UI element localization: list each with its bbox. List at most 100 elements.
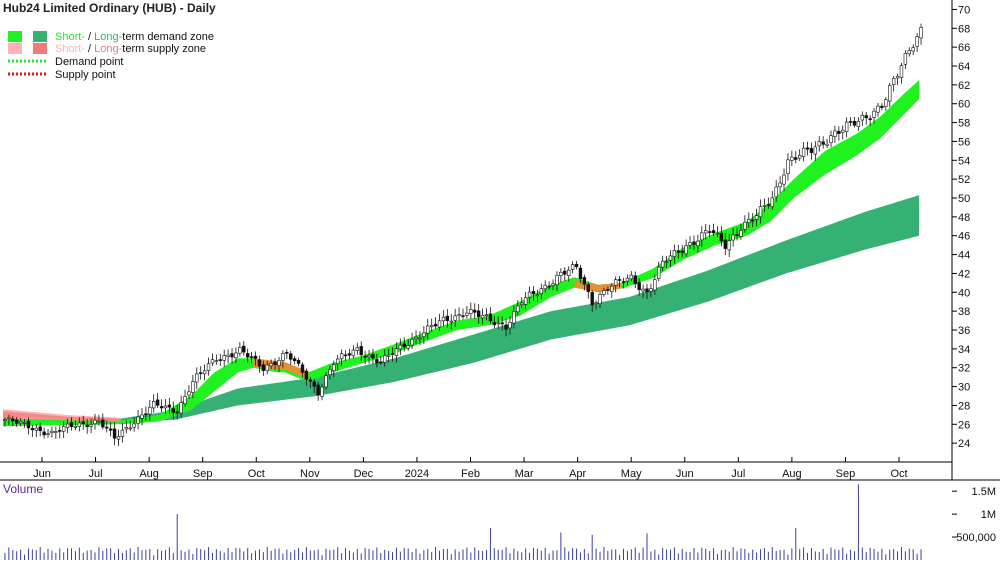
price-tick-label: 58: [958, 118, 970, 130]
price-tick-label: 40: [958, 287, 970, 299]
price-tick-label: 28: [958, 400, 970, 412]
date-tick-label: Sep: [836, 468, 856, 480]
candle: [234, 347, 238, 364]
candle: [73, 420, 78, 431]
candle: [692, 235, 696, 251]
legend-long-demand-swatch: [33, 31, 47, 42]
candle: [531, 286, 536, 301]
date-tick-label: 2024: [405, 468, 429, 480]
price-tick-label: 56: [958, 136, 970, 148]
candle: [555, 271, 559, 292]
candle: [711, 223, 716, 237]
candle: [884, 97, 888, 111]
date-tick-label: Oct: [890, 468, 907, 480]
candle: [206, 357, 211, 376]
candle: [132, 416, 136, 432]
candle: [500, 316, 504, 331]
candle: [261, 360, 266, 376]
price-tick-label: 60: [958, 99, 970, 111]
candle: [876, 103, 880, 117]
legend-short-demand-swatch: [8, 31, 22, 42]
volume-label: Volume: [3, 482, 43, 496]
candle: [743, 215, 747, 233]
candle: [46, 429, 50, 438]
candle: [414, 330, 418, 345]
candle: [155, 392, 160, 408]
candle: [453, 308, 457, 327]
candle: [210, 353, 215, 367]
candle: [38, 422, 42, 437]
candle: [308, 376, 313, 389]
price-axis: 24 26 28 30 32 34 36 38 40 42 44 46 48 50 52 54 56 58 60 62…: [952, 4, 970, 450]
candle: [3, 417, 7, 427]
volume-tick-label: 1.5M: [972, 486, 996, 498]
candle: [567, 266, 571, 282]
candle: [774, 180, 778, 202]
price-tick-label: 46: [958, 231, 970, 243]
candle: [641, 284, 645, 298]
legend-demand-zone: Short- / Long-term demand zone: [8, 31, 214, 43]
candle: [480, 308, 485, 325]
candle: [441, 310, 446, 327]
date-tick-label: Sep: [193, 468, 213, 480]
price-tick-label: 36: [958, 325, 970, 337]
candle: [801, 142, 806, 162]
candle: [101, 413, 105, 430]
legend-supply-zone: Short- / Long-term supply zone: [8, 43, 206, 55]
candle: [426, 319, 430, 340]
date-tick-label: Jul: [89, 468, 103, 480]
candle: [707, 224, 712, 238]
candle: [637, 278, 641, 296]
candle: [183, 389, 187, 407]
candle: [492, 315, 497, 329]
legend-supply-rest: term supply zone: [122, 43, 206, 55]
candle: [105, 420, 109, 433]
candle: [617, 275, 622, 288]
candle: [629, 271, 634, 282]
candle: [347, 348, 352, 360]
candle: [469, 302, 473, 319]
candle: [402, 337, 406, 352]
candle: [379, 356, 383, 365]
legend-supply-point: Supply point: [8, 69, 116, 81]
candle: [700, 226, 704, 247]
date-tick-label: Feb: [461, 468, 480, 480]
price-tick-label: 32: [958, 363, 970, 375]
candle: [108, 422, 113, 437]
candle: [727, 233, 731, 258]
legend-demand-point-label: Demand point: [55, 56, 124, 68]
candle: [422, 325, 426, 344]
candle: [809, 142, 814, 160]
legend-supply-short: Short-: [55, 43, 85, 55]
candle: [821, 136, 825, 149]
price-panel-frame: [0, 0, 1000, 481]
chart-title: Hub24 Limited Ordinary (HUB) - Daily: [3, 1, 216, 15]
legend-demand-sep: /: [85, 31, 94, 43]
candle: [22, 419, 27, 428]
candle: [731, 227, 735, 247]
candle: [676, 244, 681, 259]
candle: [265, 360, 269, 375]
candle: [85, 418, 89, 434]
legend-long-supply-swatch: [33, 43, 47, 54]
candle: [355, 342, 359, 355]
candle: [167, 397, 172, 415]
date-tick-label: Oct: [248, 468, 265, 480]
candle: [77, 417, 82, 432]
volume-bars: [4, 484, 922, 560]
candle: [289, 350, 293, 365]
date-axis: Jun Jul Aug Sep Oct Nov Dec 2024 Feb Mar Apr May Jun…: [33, 457, 908, 480]
candle: [778, 176, 782, 194]
legend-demand-rest: term demand zone: [122, 31, 214, 43]
candle: [704, 223, 708, 240]
candle: [868, 115, 872, 126]
candle: [797, 149, 802, 162]
candle: [445, 309, 450, 328]
candle: [645, 284, 649, 299]
legend-demand-long: Long-: [94, 31, 122, 43]
date-tick-label: May: [621, 468, 642, 480]
candle: [461, 308, 465, 320]
candle: [394, 342, 399, 363]
candle: [508, 316, 512, 335]
